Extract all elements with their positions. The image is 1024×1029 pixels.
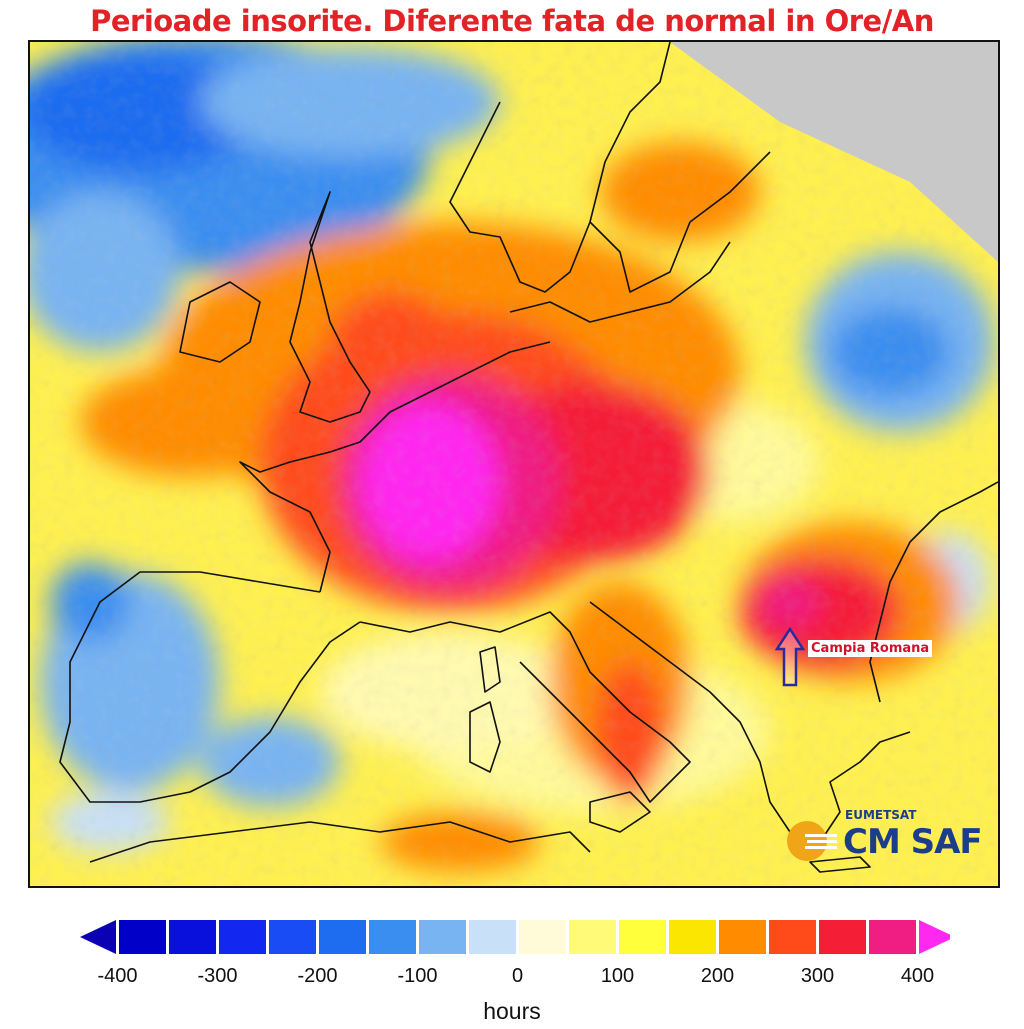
colorbar-tick-label: -400: [97, 965, 138, 987]
colorbar-swatch: [369, 920, 416, 954]
colorbar-swatch: [519, 920, 566, 954]
colorbar-tick-label: -200: [297, 965, 338, 987]
colorbar-swatch: [719, 920, 766, 954]
map-title: Perioade insorite. Diferente fata de nor…: [90, 4, 934, 38]
colorbar-swatch: [669, 920, 716, 954]
arrow-up-icon: [775, 627, 805, 687]
colorbar-swatch: [319, 920, 366, 954]
colorbar-swatch: [419, 920, 466, 954]
colorbar-swatch: [569, 920, 616, 954]
colorbar-swatch: [819, 920, 866, 954]
colorbar-tick-label: 400: [900, 965, 935, 987]
colorbar-tick-label: -100: [397, 965, 438, 987]
sun-logo-icon: [787, 821, 837, 861]
colorbar-swatch: [769, 920, 816, 954]
colorbar-swatch: [219, 920, 266, 954]
colorbar-ticks: -400 -300 -200 -100 0 100 200 300 400: [0, 965, 1024, 989]
colorbar-tick-label: -300: [197, 965, 238, 987]
colorbar-tick-label: 100: [600, 965, 635, 987]
colorbar-tick-label: 200: [700, 965, 735, 987]
coastlines: [59, 42, 998, 873]
map-frame: [28, 40, 1000, 888]
sunshine-anomaly-map: [30, 42, 998, 886]
colorbar: [80, 920, 950, 954]
campia-romana-label: Campia Romana: [808, 640, 933, 657]
colorbar-unit: hours: [483, 998, 541, 1024]
colorbar-swatch: [619, 920, 666, 954]
colorbar-under-arrow: [80, 920, 116, 954]
cmsaf-text: CM SAF: [843, 822, 983, 862]
cmsaf-logo: EUMETSAT CM SAF: [785, 808, 985, 868]
colorbar-swatch: [169, 920, 216, 954]
anomaly-field: [30, 42, 998, 886]
colorbar-swatch: [469, 920, 516, 954]
colorbar-tick-label: 300: [800, 965, 835, 987]
colorbar-over-arrow: [919, 920, 950, 954]
colorbar-swatch: [869, 920, 916, 954]
eumetsat-text: EUMETSAT: [845, 808, 917, 822]
colorbar-tick-label: 0: [511, 965, 524, 987]
colorbar-swatch: [119, 920, 166, 954]
colorbar-swatch: [269, 920, 316, 954]
